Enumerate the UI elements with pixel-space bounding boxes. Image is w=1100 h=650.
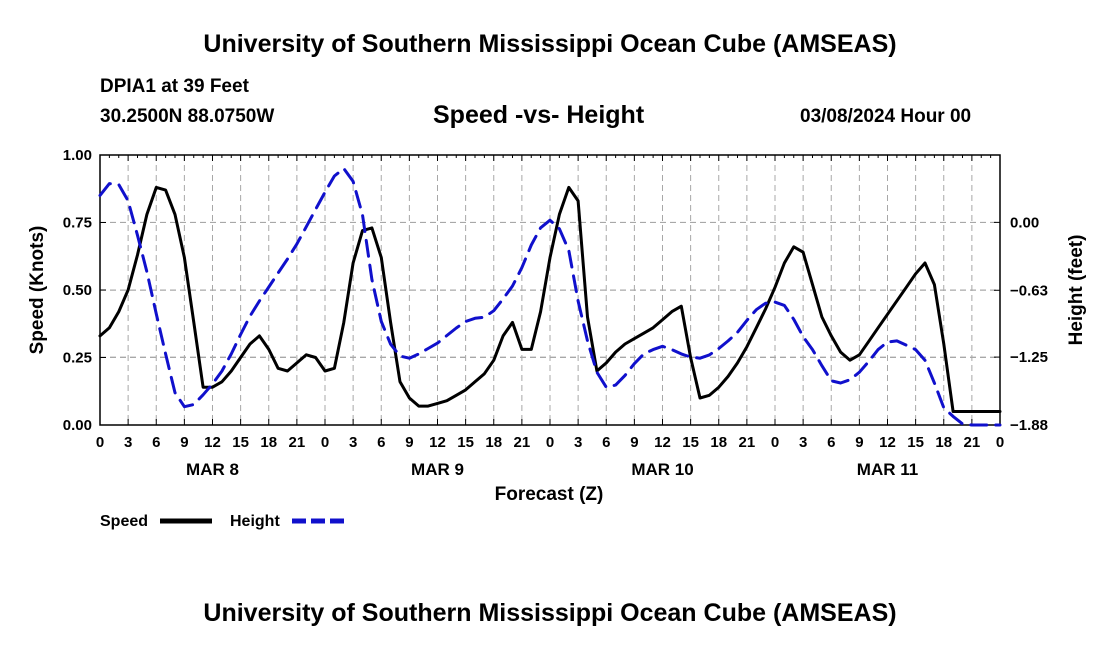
day-label: MAR 9 (411, 460, 464, 479)
chart-title: Speed -vs- Height (433, 101, 645, 129)
legend: Speed Height (100, 513, 344, 530)
x-tick-label: 21 (514, 434, 531, 451)
x-axis-label: Forecast (Z) (495, 484, 604, 505)
left-y-tick-label: 0.75 (63, 215, 92, 232)
labels-layer: 0 3 6 9 12 15 18 21 0 3 6 9 12 15 18 21 0 3 6 9 12 15 18 21 0 3 6 9… (63, 147, 1048, 479)
x-tick-label: 3 (799, 434, 807, 451)
right-y-tick-label: −1.88 (1010, 417, 1048, 434)
forecast-date-label: 03/08/2024 Hour 00 (800, 106, 972, 127)
speed-series-line (98, 185, 1002, 413)
right-y-tick-label: 0.00 (1010, 214, 1039, 231)
main-title: University of Southern Mississippi Ocean… (203, 30, 897, 58)
x-tick-label: 18 (260, 434, 277, 451)
x-tick-label: 9 (405, 434, 413, 451)
x-tick-label: 0 (996, 434, 1004, 451)
x-tick-label: 0 (96, 434, 104, 451)
day-label: MAR 10 (631, 460, 693, 479)
x-tick-label: 0 (321, 434, 329, 451)
left-y-tick-label: 0.25 (63, 350, 92, 367)
left-y-tick-label: 0.50 (63, 282, 92, 299)
x-tick-label: 12 (654, 434, 671, 451)
right-y-tick-label: −1.25 (1010, 349, 1048, 366)
x-tick-label: 15 (907, 434, 924, 451)
x-tick-label: 3 (124, 434, 132, 451)
ticks-layer (99, 154, 1001, 426)
x-tick-label: 21 (739, 434, 756, 451)
x-tick-label: 15 (682, 434, 699, 451)
x-tick-label: 12 (879, 434, 896, 451)
x-tick-label: 12 (204, 434, 221, 451)
x-tick-label: 18 (485, 434, 502, 451)
right-axis-label: Height (feet) (1066, 235, 1087, 346)
right-y-tick-label: −0.63 (1010, 282, 1048, 299)
x-tick-label: 12 (429, 434, 446, 451)
x-tick-label: 9 (180, 434, 188, 451)
x-tick-label: 15 (457, 434, 474, 451)
coordinates-label: 30.2500N 88.0750W (100, 106, 275, 127)
x-tick-label: 3 (349, 434, 357, 451)
day-label: MAR 11 (857, 460, 918, 479)
x-tick-label: 21 (289, 434, 306, 451)
x-tick-label: 18 (935, 434, 952, 451)
legend-label-speed: Speed (100, 513, 148, 530)
x-tick-label: 3 (574, 434, 582, 451)
left-y-tick-label: 1.00 (63, 147, 92, 164)
x-tick-label: 9 (630, 434, 638, 451)
x-tick-label: 6 (827, 434, 835, 451)
x-tick-label: 0 (771, 434, 779, 451)
left-y-tick-label: 0.00 (63, 417, 92, 434)
legend-label-height: Height (230, 513, 280, 530)
x-tick-label: 6 (602, 434, 610, 451)
height-series-line (98, 167, 1002, 427)
left-axis-label: Speed (Knots) (27, 226, 48, 355)
grid-layer (100, 155, 1000, 425)
x-tick-label: 6 (152, 434, 160, 451)
station-label: DPIA1 at 39 Feet (100, 76, 249, 97)
series-layer (98, 167, 1002, 427)
x-tick-label: 15 (232, 434, 249, 451)
bottom-title: University of Southern Mississippi Ocean… (203, 599, 897, 627)
day-label: MAR 8 (186, 460, 239, 479)
x-tick-label: 21 (964, 434, 981, 451)
x-tick-label: 18 (710, 434, 727, 451)
x-tick-label: 6 (377, 434, 385, 451)
x-tick-label: 9 (855, 434, 863, 451)
x-tick-label: 0 (546, 434, 554, 451)
